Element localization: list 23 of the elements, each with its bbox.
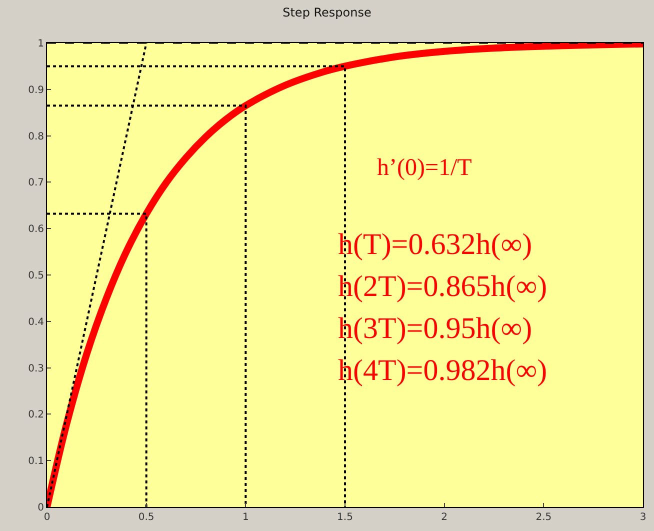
y-tick-label: 0.9 — [28, 84, 44, 96]
y-tick-label: 0.5 — [28, 270, 44, 282]
x-tick-label: 3 — [640, 512, 646, 523]
y-tick-label: 0.8 — [28, 131, 44, 142]
y-tick-label: 0.1 — [28, 456, 44, 468]
annotation: h(2T)=0.865h(∞) — [338, 270, 548, 303]
y-tick-label: 0.3 — [28, 363, 44, 374]
chart-title: Step Response — [282, 5, 372, 20]
x-tick-label: 2 — [441, 512, 448, 523]
y-tick-label: 0.7 — [28, 178, 44, 189]
y-tick-label: 1 — [38, 38, 44, 50]
x-tick-label: 2.5 — [536, 512, 552, 523]
y-tick-label: 0.6 — [28, 224, 44, 236]
x-tick-label: 0.5 — [138, 512, 154, 523]
y-tick-label: 0 — [38, 502, 44, 514]
annotation: h’(0)=1/T — [377, 155, 472, 181]
annotation: h(4T)=0.982h(∞) — [338, 354, 548, 387]
x-tick-label: 1 — [242, 512, 249, 523]
y-tick-label: 0.4 — [28, 316, 44, 328]
annotation: h(T)=0.632h(∞) — [338, 228, 532, 261]
x-tick-label: 1.5 — [337, 512, 353, 523]
y-tick-label: 0.2 — [28, 410, 44, 421]
annotation: h(3T)=0.95h(∞) — [338, 312, 532, 345]
